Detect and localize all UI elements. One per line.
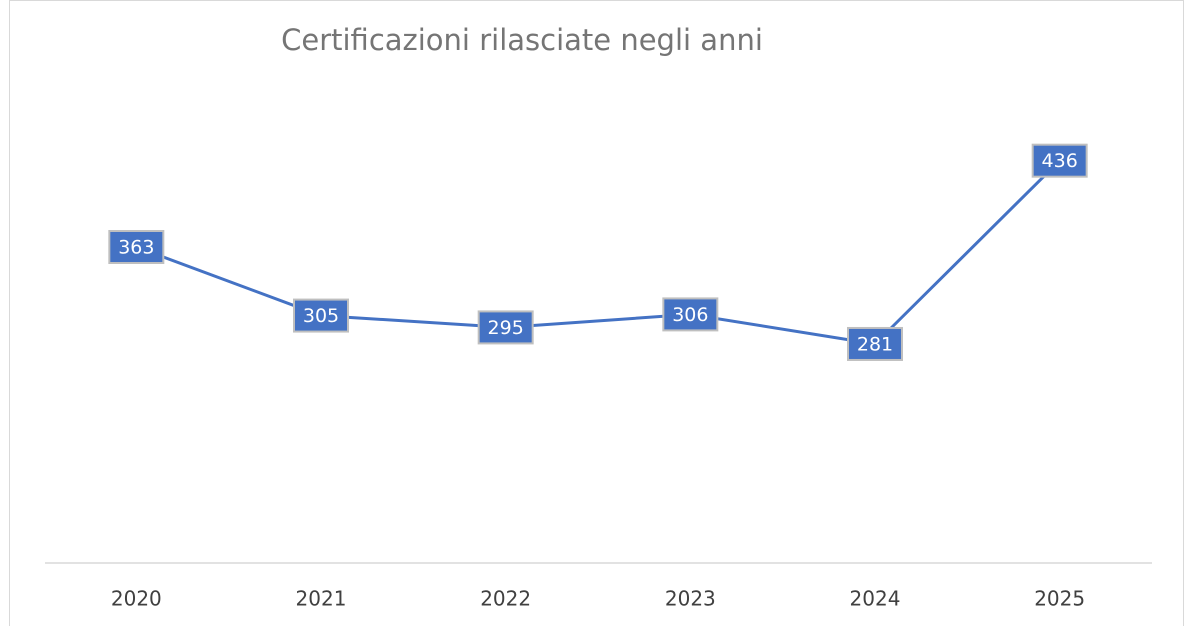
data-label: 305	[303, 305, 339, 327]
chart-title: Certificazioni rilasciate negli anni	[281, 23, 763, 57]
x-tick-label: 2025	[1034, 587, 1085, 611]
chart-frame	[9, 0, 1184, 626]
x-tick-label: 2020	[111, 587, 162, 611]
line	[135, 159, 1061, 346]
x-tick-label: 2023	[665, 587, 716, 611]
data-label: 281	[857, 333, 893, 355]
data-label-box	[847, 326, 903, 361]
data-label-box	[108, 230, 165, 265]
x-tick-label: 2021	[296, 587, 347, 611]
data-label: 363	[118, 237, 154, 259]
data-label: 436	[1042, 150, 1078, 172]
data-label-box	[293, 298, 349, 333]
data-label: 306	[672, 304, 708, 326]
data-label-box	[662, 297, 719, 332]
data-label-box	[477, 310, 534, 345]
x-tick-label: 2022	[480, 587, 531, 611]
data-label: 295	[488, 317, 524, 339]
x-tick-label: 2024	[850, 587, 901, 611]
data-label-box	[1031, 143, 1088, 178]
